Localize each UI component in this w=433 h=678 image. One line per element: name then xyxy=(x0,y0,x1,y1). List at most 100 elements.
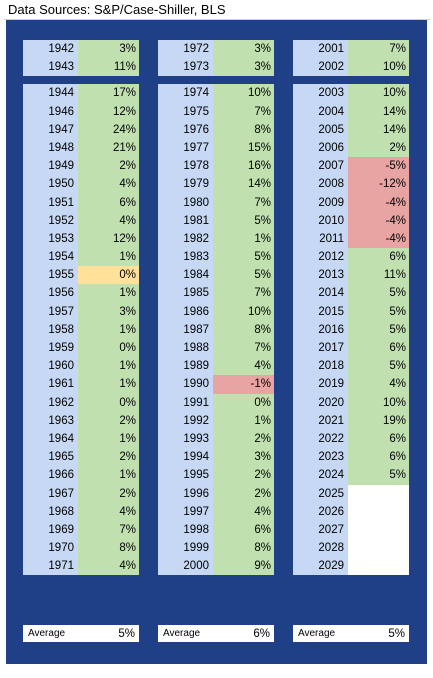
year-cell: 2018 xyxy=(293,357,348,376)
year-cell: 1988 xyxy=(158,339,213,358)
value-cell: 1% xyxy=(78,429,139,449)
year-cell: 1944 xyxy=(23,84,78,103)
table-row: 1998 6% xyxy=(158,520,274,540)
table-row: 1985 7% xyxy=(158,284,274,303)
year-cell: 1987 xyxy=(158,320,213,339)
value-cell: 1% xyxy=(78,320,139,339)
value-cell: 2% xyxy=(78,411,139,430)
year-cell: 2016 xyxy=(293,320,348,339)
table-row: 2029 xyxy=(293,557,409,576)
value-cell: 14% xyxy=(213,175,274,194)
year-cell: 1959 xyxy=(23,339,78,358)
table-row: 1979 14% xyxy=(158,175,274,194)
value-cell: 10% xyxy=(348,393,409,412)
value-cell: 14% xyxy=(348,120,409,139)
table-row: 1988 7% xyxy=(158,339,274,358)
value-cell: 7% xyxy=(348,40,409,59)
table-row: 1987 8% xyxy=(158,320,274,339)
value-cell: 1% xyxy=(78,375,139,394)
year-cell: 2005 xyxy=(293,120,348,139)
value-cell xyxy=(348,520,409,540)
year-cell: 1993 xyxy=(158,429,213,449)
value-cell: 4% xyxy=(213,502,274,521)
table-row: 1991 0% xyxy=(158,393,274,412)
table-row: 1975 7% xyxy=(158,102,274,121)
year-cell: 1965 xyxy=(23,448,78,467)
table-row: 2022 6% xyxy=(293,429,409,449)
value-cell: 0% xyxy=(78,339,139,358)
year-cell: 2000 xyxy=(158,557,213,576)
year-cell: 1982 xyxy=(158,229,213,249)
value-cell: 3% xyxy=(213,448,274,467)
year-cell: 2024 xyxy=(293,466,348,485)
value-cell: 0% xyxy=(213,393,274,412)
average-label: Average xyxy=(163,628,201,639)
year-cell: 1975 xyxy=(158,102,213,121)
value-cell: -4% xyxy=(348,211,409,230)
table-row: 1962 0% xyxy=(23,393,139,412)
year-cell: 2028 xyxy=(293,539,348,558)
table-row: 1993 2% xyxy=(158,429,274,449)
value-cell: 5% xyxy=(348,466,409,485)
year-cell: 2009 xyxy=(293,193,348,212)
year-cell: 1954 xyxy=(23,248,78,267)
year-cell: 2012 xyxy=(293,248,348,267)
year-cell: 1976 xyxy=(158,120,213,139)
year-cell: 1963 xyxy=(23,411,78,430)
value-cell: 8% xyxy=(78,539,139,558)
value-cell: 5% xyxy=(213,248,274,267)
value-cell: -4% xyxy=(348,193,409,212)
year-cell: 1981 xyxy=(158,211,213,230)
table-row: 2027 xyxy=(293,520,409,540)
value-cell: 10% xyxy=(213,302,274,321)
table-row: 2025 xyxy=(293,484,409,503)
value-cell: 7% xyxy=(78,520,139,540)
value-cell: 1% xyxy=(78,248,139,267)
year-cell: 2004 xyxy=(293,102,348,121)
value-cell xyxy=(348,484,409,503)
value-cell: 2% xyxy=(78,484,139,503)
table-row: 1981 5% xyxy=(158,211,274,230)
value-cell: 8% xyxy=(213,320,274,339)
year-cell: 2023 xyxy=(293,448,348,467)
table-row: 1989 4% xyxy=(158,357,274,376)
table-row: 1992 1% xyxy=(158,411,274,430)
value-cell: -12% xyxy=(348,175,409,194)
value-cell: 5% xyxy=(348,302,409,321)
year-cell: 2026 xyxy=(293,502,348,521)
value-cell: 6% xyxy=(213,520,274,540)
table-row: 2017 6% xyxy=(293,339,409,358)
value-cell: 11% xyxy=(78,58,139,77)
year-cell: 1949 xyxy=(23,157,78,176)
year-cell: 2025 xyxy=(293,484,348,503)
table-row: 1982 1% xyxy=(158,229,274,249)
year-cell: 2001 xyxy=(293,40,348,59)
header-divider xyxy=(4,19,430,20)
table-row: 1968 4% xyxy=(23,502,139,521)
year-cell: 1942 xyxy=(23,40,78,59)
table-row: 2010 -4% xyxy=(293,211,409,230)
year-cell: 1970 xyxy=(23,539,78,558)
column-3: 2001 7% 2002 10% 2003 10% 2004 14% 2005 14% 2006 2%… xyxy=(293,40,409,623)
year-cell: 1980 xyxy=(158,193,213,212)
year-cell: 1991 xyxy=(158,393,213,412)
table-row: 1983 5% xyxy=(158,248,274,267)
year-cell: 1989 xyxy=(158,357,213,376)
table-row: 2021 19% xyxy=(293,411,409,430)
column-2: 1972 3% 1973 3% 1974 10% 1975 7% 1976 8% 1977 15% 19… xyxy=(158,40,274,623)
table-row: 1959 0% xyxy=(23,339,139,358)
year-cell: 1999 xyxy=(158,539,213,558)
table-row: 2006 2% xyxy=(293,138,409,158)
year-cell: 1966 xyxy=(23,466,78,485)
table-row: 2005 14% xyxy=(293,120,409,139)
table-row: 1960 1% xyxy=(23,357,139,376)
table-row: 1942 3% xyxy=(23,40,139,59)
year-cell: 2007 xyxy=(293,157,348,176)
table-row: 2024 5% xyxy=(293,466,409,485)
year-cell: 1956 xyxy=(23,284,78,303)
year-cell: 1951 xyxy=(23,193,78,212)
table-row: 1971 4% xyxy=(23,557,139,576)
year-cell: 1947 xyxy=(23,120,78,139)
value-cell: -1% xyxy=(213,375,274,394)
value-cell: 24% xyxy=(78,120,139,139)
